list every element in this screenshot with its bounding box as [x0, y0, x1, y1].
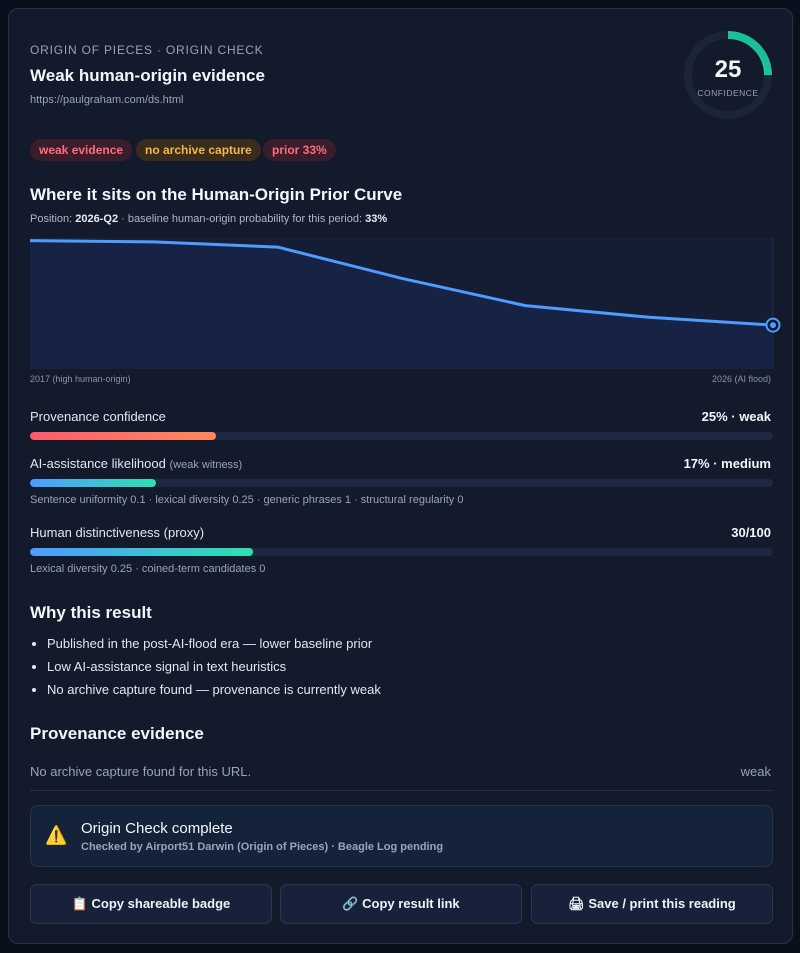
meter-fill [30, 548, 253, 556]
gauge-label: CONFIDENCE [697, 88, 758, 98]
meter-label: AI-assistance likelihood (weak witness) [30, 456, 242, 471]
meter-note: (weak witness) [169, 459, 243, 471]
status-box: ⚠️ Origin Check complete Checked by Airp… [30, 805, 773, 867]
tag: prior 33% [263, 139, 336, 161]
reason: Published in the post-AI-flood era — low… [47, 636, 381, 652]
position-line: Position: 2026-Q2 · baseline human-origi… [30, 213, 387, 225]
baseline: 33% [365, 213, 388, 225]
reason-list: Published in the post-AI-flood era — low… [30, 636, 381, 705]
status-subtitle: Checked by Airport51 Darwin (Origin of P… [81, 841, 444, 853]
eyebrow: ORIGIN OF PIECES · ORIGIN CHECK [30, 43, 264, 57]
x-start-label: 2017 (high human-origin) [30, 374, 131, 384]
button[interactable]: 🖨 Save / print this reading [531, 884, 773, 924]
button[interactable]: 🔗 Copy result link [280, 884, 522, 924]
curve-line [30, 239, 774, 327]
gauge: 25 CONFIDENCE [684, 31, 772, 119]
position-label: Position: [30, 213, 73, 225]
reason: Low AI-assistance signal in text heurist… [47, 659, 381, 675]
meter-detail: Lexical diversity 0.25 · coined-term can… [30, 563, 266, 575]
result-card: ORIGIN OF PIECES · ORIGIN CHECK Weak hum… [8, 8, 793, 944]
meter-fill [30, 432, 216, 440]
tag: no archive capture [136, 139, 261, 161]
status-icon: ⚠️ [45, 825, 68, 845]
current-dot [770, 322, 776, 329]
meter-detail: Sentence uniformity 0.1 · lexical divers… [30, 494, 464, 506]
curve-area [30, 240, 773, 368]
meter-value: 25% · weak [701, 409, 771, 424]
meter-value: 30/100 [731, 525, 771, 540]
prior-curve [30, 238, 781, 369]
section-title: Where it sits on the Human-Origin Prior … [30, 185, 403, 204]
gauge-arc [684, 31, 772, 119]
position: 2026-Q2 [75, 213, 119, 225]
evidence-status: weak [740, 764, 771, 779]
evidence-text: No archive capture found for this URL. [30, 764, 252, 779]
section-title: Why this result [30, 603, 152, 622]
button[interactable]: 📋 Copy shareable badge [30, 884, 272, 924]
tag: weak evidence [30, 139, 133, 161]
title: Weak human-origin evidence [30, 66, 265, 85]
url: https://paulgraham.com/ds.html [30, 94, 184, 106]
gauge-value: 25 [715, 56, 742, 83]
x-end-label: 2026 (AI flood) [711, 374, 771, 384]
meter-value: 17% · medium [683, 456, 771, 471]
meter-name: Human distinctiveness (proxy) [30, 525, 205, 540]
meter-name: Provenance confidence [30, 409, 166, 424]
reason: No archive capture found — provenance is… [47, 682, 381, 698]
baseline-text: · baseline human-origin probability for … [121, 213, 363, 225]
section-title: Provenance evidence [30, 724, 204, 743]
status-title: Origin Check complete [81, 820, 233, 837]
meter-track [30, 479, 773, 487]
divider [30, 790, 773, 791]
meter-label: Provenance confidence [30, 409, 166, 424]
meter-track [30, 432, 773, 440]
meter-label: Human distinctiveness (proxy) [30, 525, 204, 540]
meter-name: AI-assistance likelihood [30, 456, 166, 471]
meter-fill [30, 479, 157, 487]
meter-track [30, 548, 773, 556]
